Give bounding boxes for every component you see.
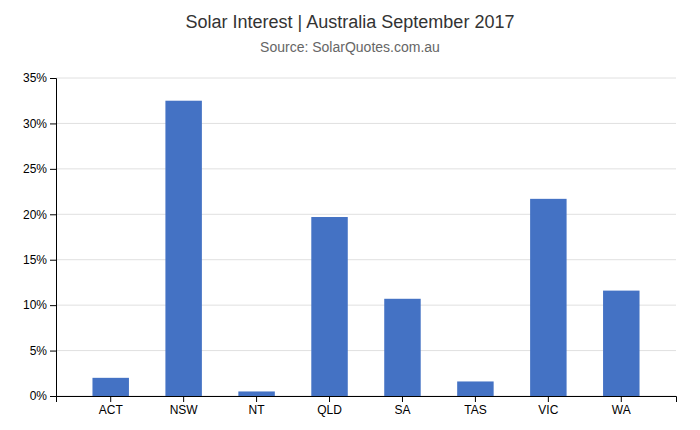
y-tick: 0% — [30, 389, 56, 403]
bar — [238, 391, 274, 396]
x-tick-label: WA — [612, 403, 631, 417]
grid-line — [56, 123, 676, 124]
bar — [384, 299, 420, 396]
y-axis-line — [50, 79, 57, 397]
y-tick-label: 5% — [30, 344, 48, 358]
x-tick-label: TAS — [464, 403, 486, 417]
x-tick-mark — [110, 396, 111, 402]
title: Solar Interest | Australia September 201… — [186, 12, 515, 32]
y-tick-mark — [50, 123, 56, 124]
y-tick-label: 25% — [23, 162, 47, 176]
bar — [603, 291, 639, 396]
grid-line — [56, 259, 676, 260]
x-tick: SA — [394, 396, 410, 417]
y-tick-label: 0% — [30, 389, 48, 403]
grid — [56, 78, 676, 396]
x-tick-label: NT — [249, 403, 266, 417]
grid-line — [56, 214, 676, 215]
y-tick-label: 35% — [23, 71, 47, 85]
x-tick-mark — [475, 396, 476, 402]
y-tick-label: 15% — [23, 253, 47, 267]
x-tick-label: QLD — [317, 403, 342, 417]
x-axis-line — [57, 397, 677, 403]
x-tick-mark — [621, 396, 622, 402]
y-tick: 10% — [23, 298, 56, 312]
x-tick-label: ACT — [99, 403, 124, 417]
y-tick-label: 30% — [23, 117, 47, 131]
y-tick-mark — [50, 78, 56, 79]
bar — [92, 378, 128, 396]
x-tick-label: NSW — [170, 403, 199, 417]
x-tick: VIC — [538, 396, 558, 417]
x-axis: ACT NSW NT QLD SA TAS VIC WA — [57, 396, 677, 417]
x-tick: ACT — [99, 396, 124, 417]
bar — [457, 381, 493, 396]
x-tick-label: VIC — [538, 403, 558, 417]
grid-line — [56, 305, 676, 306]
bar — [165, 101, 201, 396]
bars — [92, 101, 639, 396]
grid-line — [56, 78, 676, 79]
y-tick-label: 20% — [23, 208, 47, 222]
y-tick-mark — [50, 169, 56, 170]
x-tick-label: SA — [394, 403, 410, 417]
grid-line — [56, 350, 676, 351]
y-tick-mark — [50, 351, 56, 352]
y-tick: 25% — [23, 162, 56, 176]
x-tick-mark — [548, 396, 549, 402]
x-tick-mark — [402, 396, 403, 402]
grid-line — [56, 168, 676, 169]
y-tick: 20% — [23, 208, 56, 222]
x-tick-mark — [256, 396, 257, 402]
x-tick: TAS — [464, 396, 486, 417]
bar — [530, 199, 566, 396]
y-tick-mark — [50, 305, 56, 306]
y-tick: 35% — [23, 71, 56, 85]
x-tick: WA — [612, 396, 631, 417]
y-tick: 5% — [30, 344, 56, 358]
chart: Solar Interest | Australia September 201… — [0, 0, 700, 430]
y-tick: 30% — [23, 117, 56, 131]
x-tick-mark — [183, 396, 184, 402]
bar — [311, 217, 347, 396]
y-tick-mark — [50, 214, 56, 215]
x-tick: NT — [249, 396, 266, 417]
subtitle: Source: SolarQuotes.com.au — [260, 39, 440, 55]
y-tick-mark — [50, 396, 56, 397]
y-tick: 15% — [23, 253, 56, 267]
plot: 0% 5% 10% 15% 20% 25% 30% 35% ACT NSW NT QLD SA TAS VI… — [23, 71, 677, 416]
y-tick-label: 10% — [23, 298, 47, 312]
x-tick-mark — [329, 396, 330, 402]
y-tick-mark — [50, 260, 56, 261]
x-tick: NSW — [170, 396, 199, 417]
y-axis: 0% 5% 10% 15% 20% 25% 30% 35% — [23, 71, 57, 403]
x-tick: QLD — [317, 396, 342, 417]
